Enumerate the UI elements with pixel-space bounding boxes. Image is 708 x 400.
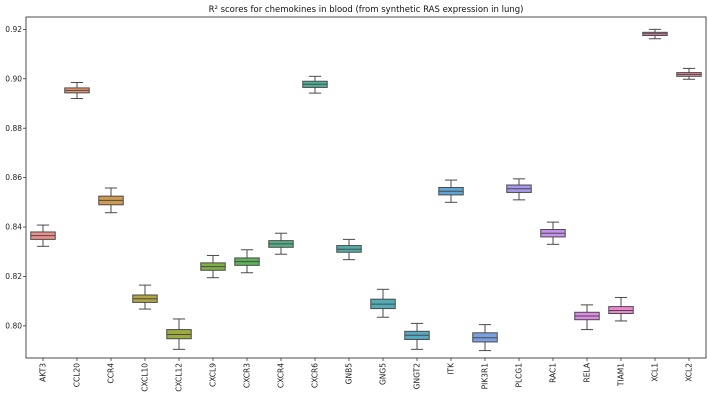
x-tick-label: CXCR3 <box>243 363 252 388</box>
x-tick-label: PIK3R1 <box>481 363 490 390</box>
x-axis: AKT3 CCL20 CCR4 CXCL10 CXCL12 CXCL9 CXCR3 CXCR4… <box>39 358 694 392</box>
box-ccr4 <box>98 187 124 214</box>
x-tick-label: ITK <box>447 362 456 375</box>
y-tick-label: 0.80 <box>5 321 22 330</box>
x-tick-label: CCR4 <box>107 363 116 384</box>
x-tick-label: TIAM1 <box>617 363 626 387</box>
box-tiam1 <box>608 296 634 322</box>
x-tick-label: RAC1 <box>549 363 558 383</box>
y-tick-label: 0.86 <box>5 173 22 182</box>
x-tick-label: CXCL12 <box>175 363 184 392</box>
box-pik3r1 <box>472 324 498 352</box>
box-plcg1 <box>506 178 532 201</box>
chart-title: R² scores for chemokines in blood (from … <box>209 5 524 15</box>
box-cxcr6 <box>302 75 328 94</box>
x-tick-label: GNGT2 <box>413 363 422 390</box>
box-rac1 <box>540 221 566 245</box>
x-tick-label: XCL2 <box>685 363 694 382</box>
y-tick-label: 0.88 <box>5 124 22 133</box>
box-group <box>30 28 702 352</box>
x-tick-label: CXCL9 <box>209 363 218 387</box>
plot-frame <box>25 16 707 359</box>
y-axis: 0.80 0.82 0.84 0.86 0.88 0.90 0.92 <box>5 25 26 330</box>
box-xcl1 <box>642 28 668 40</box>
x-tick-label: GNG5 <box>379 363 388 385</box>
x-tick-label: GNB5 <box>345 363 354 385</box>
x-tick-label: CXCR6 <box>311 363 320 388</box>
y-tick-label: 0.92 <box>5 25 22 34</box>
box-cxcr4 <box>268 232 294 255</box>
box-rela <box>574 304 600 331</box>
box-gng5 <box>370 288 396 318</box>
box-itk <box>438 179 464 203</box>
box-xcl2 <box>676 67 702 80</box>
y-tick-label: 0.82 <box>5 272 22 281</box>
box-cxcl10 <box>132 284 158 310</box>
x-tick-label: CXCL10 <box>141 363 150 392</box>
y-tick-label: 0.90 <box>5 74 22 83</box>
box-gngt2 <box>404 322 430 350</box>
y-tick-label: 0.84 <box>5 223 22 232</box>
x-tick-label: CCL20 <box>73 363 82 387</box>
box-akt3 <box>30 224 56 247</box>
x-tick-label: XCL1 <box>651 363 660 382</box>
box-cxcl12 <box>166 318 192 350</box>
x-tick-label: AKT3 <box>39 363 48 382</box>
x-tick-label: PLCG1 <box>515 363 524 388</box>
box-cxcr3 <box>234 249 260 274</box>
box-ccl20 <box>64 81 90 100</box>
x-tick-label: RELA <box>583 362 592 382</box>
box-gnb5 <box>336 238 362 261</box>
box-cxcl9 <box>200 254 226 279</box>
x-tick-label: CXCR4 <box>277 363 286 388</box>
